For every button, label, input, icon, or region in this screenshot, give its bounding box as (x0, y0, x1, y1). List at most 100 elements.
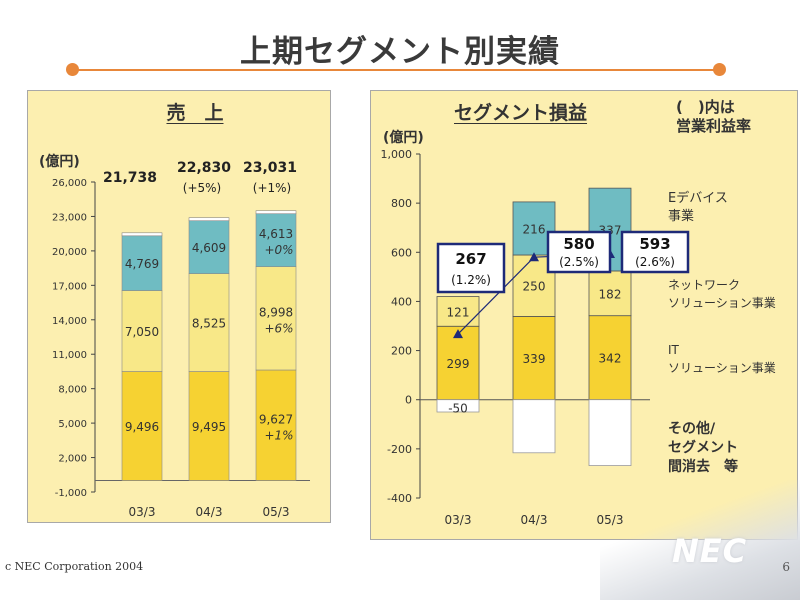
profit-bar-segment (436, 296, 480, 327)
profit-margin-rate: (2.5%) (559, 255, 599, 269)
profit-total-value: 580 (563, 235, 594, 253)
profit-value-label: 299 (447, 357, 470, 371)
sales-bar-segment (255, 369, 297, 481)
legend-other: その他/ セグメント 間消去 等 (668, 420, 738, 477)
nec-logo: NEC (672, 532, 748, 570)
sales-bar-segment (188, 273, 230, 372)
profit-y-tick-label: -400 (387, 492, 412, 505)
sales-y-tick-label: 20,000 (52, 247, 87, 258)
profit-y-tick-label: 200 (391, 345, 412, 358)
legend-edevice-line-1: Eデバイス (668, 191, 728, 206)
sales-y-tick-label: 23,000 (52, 212, 87, 223)
sales-bar-segment (188, 371, 230, 481)
sales-y-tick-label: 8,000 (58, 385, 87, 396)
sales-value-label: 9,495 (192, 420, 226, 434)
profit-bar-segment (588, 315, 632, 401)
sales-bar-segment (121, 290, 163, 372)
sales-bar-cap (121, 232, 163, 237)
sales-value-label: 9,627 (259, 412, 293, 426)
profit-margin-rate: (2.6%) (635, 255, 675, 269)
sales-y-tick-label: 5,000 (58, 419, 87, 430)
sales-bar-segment (121, 235, 163, 291)
profit-y-tick-label: 1,000 (381, 148, 413, 161)
sales-value-label: 4,613 (259, 227, 293, 241)
profit-unit-label: (億円) (383, 130, 424, 146)
sales-bar-cap (188, 217, 230, 222)
legend-network: ネットワーク ソリューション事業 (668, 276, 776, 312)
legend-edevice-line-2: 事業 (668, 209, 695, 224)
profit-bar-segment (436, 399, 480, 413)
profit-value-label: -50 (448, 402, 468, 416)
sales-y-tick-label: 17,000 (52, 281, 87, 292)
legend-network-line-2: ソリューション事業 (668, 296, 776, 310)
profit-total-box (620, 230, 690, 274)
profit-bar-segment (512, 399, 556, 454)
profit-total-marker (529, 252, 539, 262)
sales-total-change: (+5%) (183, 181, 221, 195)
legend-edevice: Eデバイス 事業 (668, 190, 728, 226)
profit-chart-title: セグメント損益 (454, 102, 588, 124)
profit-value-label: 339 (523, 352, 546, 366)
sales-total-label: 22,830 (177, 160, 231, 176)
title-rule (72, 69, 720, 71)
sales-value-label: 4,609 (192, 241, 226, 255)
legend-it-line-2: ソリューション事業 (668, 361, 776, 375)
legend-it: IT ソリューション事業 (668, 341, 776, 377)
corner-decoration (600, 480, 800, 600)
profit-value-label: 342 (599, 352, 622, 366)
sales-bar-segment (255, 266, 297, 371)
legend-it-line-1: IT (668, 343, 679, 357)
sales-x-label: 05/3 (263, 505, 290, 519)
sales-y-tick-label: -1,000 (55, 488, 87, 499)
profit-value-label: 250 (523, 280, 546, 294)
profit-y-tick-label: 400 (391, 295, 412, 308)
profit-value-label: 121 (447, 305, 470, 319)
profit-value-label: 216 (523, 222, 546, 236)
sales-total-label: 21,738 (103, 170, 157, 186)
legend-other-line-2: セグメント (668, 440, 738, 456)
sales-bar-segment (255, 213, 297, 267)
profit-y-tick-label: -200 (387, 443, 412, 456)
margin-note-line-2: 営業利益率 (676, 117, 752, 135)
page-number: 6 (782, 560, 790, 574)
profit-bar-segment (588, 270, 632, 317)
profit-total-value: 593 (639, 235, 670, 253)
sales-bar-cap (255, 210, 297, 215)
title-rule-dot-left (66, 63, 79, 76)
profit-total-value: 267 (455, 250, 486, 268)
profit-y-tick-label: 800 (391, 197, 412, 210)
sales-unit-label: (億円) (39, 154, 80, 170)
sales-y-tick-label: 2,000 (58, 454, 87, 465)
sales-value-label: 8,525 (192, 317, 226, 331)
legend-other-line-3: 間消去 等 (668, 459, 738, 475)
profit-x-label: 04/3 (521, 513, 548, 527)
sales-value-label: 9,496 (125, 420, 159, 434)
profit-y-tick-label: 0 (405, 394, 412, 407)
profit-bar-segment (512, 201, 556, 256)
margin-note: ( )内は 営業利益率 (676, 98, 751, 136)
sales-bar-segment (121, 371, 163, 481)
sales-change-note: +6% (264, 321, 293, 335)
profit-bar-segment (588, 399, 632, 466)
sales-value-label: 8,998 (259, 305, 293, 319)
sales-total-label: 23,031 (243, 160, 297, 176)
profit-value-label: 182 (599, 287, 622, 301)
profit-total-box (546, 230, 612, 274)
sales-y-tick-label: 26,000 (52, 178, 87, 189)
sales-y-tick-label: 14,000 (52, 316, 87, 327)
sales-chart-title: 売 上 (166, 102, 224, 124)
sales-value-label: 7,050 (125, 325, 159, 339)
sales-change-note: +0% (264, 243, 293, 257)
sales-total-change: (+1%) (253, 181, 291, 195)
profit-total-marker (453, 329, 463, 339)
sales-value-label: 4,769 (125, 257, 159, 271)
sales-x-label: 03/3 (129, 505, 156, 519)
profit-y-tick-label: 600 (391, 246, 412, 259)
sales-y-tick-label: 11,000 (52, 350, 87, 361)
slide-title: 上期セグメント別実績 (240, 34, 560, 70)
profit-margin-rate: (1.2%) (451, 273, 491, 287)
sales-x-label: 04/3 (196, 505, 223, 519)
profit-total-box (436, 242, 506, 294)
